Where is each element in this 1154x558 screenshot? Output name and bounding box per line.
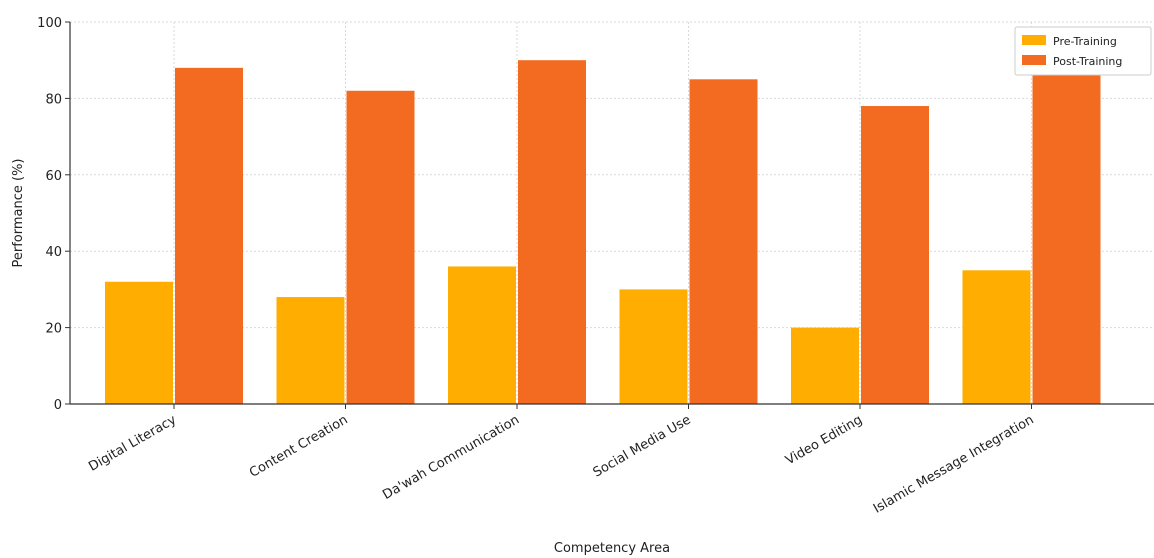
bar-post-training-islamic-message-integration <box>1032 67 1101 404</box>
x-tick-label: Digital Literacy <box>86 412 179 474</box>
bar-pre-training-digital-literacy <box>105 281 173 404</box>
y-tick-label: 20 <box>45 322 62 337</box>
x-ticks: Digital Literacy Content Creation Da'wah C… <box>86 404 1037 517</box>
x-tick-label: Content Creation <box>247 412 350 480</box>
y-tick-label: 100 <box>37 16 62 31</box>
x-axis-label: Competency Area <box>554 541 670 556</box>
bar-post-training-digital-literacy <box>175 67 243 404</box>
bar-post-training-social-media-use <box>689 79 758 405</box>
y-axis-label: Performance (%) <box>11 158 26 267</box>
axes <box>69 22 1154 405</box>
legend-label-post-training: Post-Training <box>1053 55 1122 68</box>
bar-post-training-content-creation <box>346 90 415 404</box>
x-tick-label: Social Media Use <box>591 412 694 480</box>
legend-box <box>1014 26 1152 76</box>
bar-post-training-da-wah-communication <box>518 60 586 404</box>
bar-pre-training-da-wah-communication <box>448 266 516 404</box>
y-tick-label: 40 <box>45 245 62 260</box>
y-tick-label: 80 <box>45 92 62 107</box>
bar-pre-training-social-media-use <box>619 289 688 404</box>
y-tick-label: 60 <box>45 169 62 184</box>
bar-pre-training-video-editing <box>791 327 859 404</box>
x-tick-label: Islamic Message Integration <box>871 412 1037 516</box>
bars <box>105 60 1101 405</box>
legend: Pre-Training Post-Training <box>1014 26 1152 76</box>
x-tick-label: Video Editing <box>783 412 865 468</box>
y-tick-label: 0 <box>54 398 62 413</box>
y-ticks: 0 20 40 60 80 100 <box>37 16 70 413</box>
bar-pre-training-islamic-message-integration <box>962 270 1031 404</box>
gridlines <box>70 21 1154 404</box>
x-tick-label: Da'wah Communication <box>380 412 522 502</box>
legend-swatch-pre-training <box>1022 35 1046 45</box>
legend-label-pre-training: Pre-Training <box>1053 35 1117 48</box>
legend-swatch-post-training <box>1022 55 1046 65</box>
bar-post-training-video-editing <box>861 106 929 404</box>
bar-pre-training-content-creation <box>276 297 345 404</box>
